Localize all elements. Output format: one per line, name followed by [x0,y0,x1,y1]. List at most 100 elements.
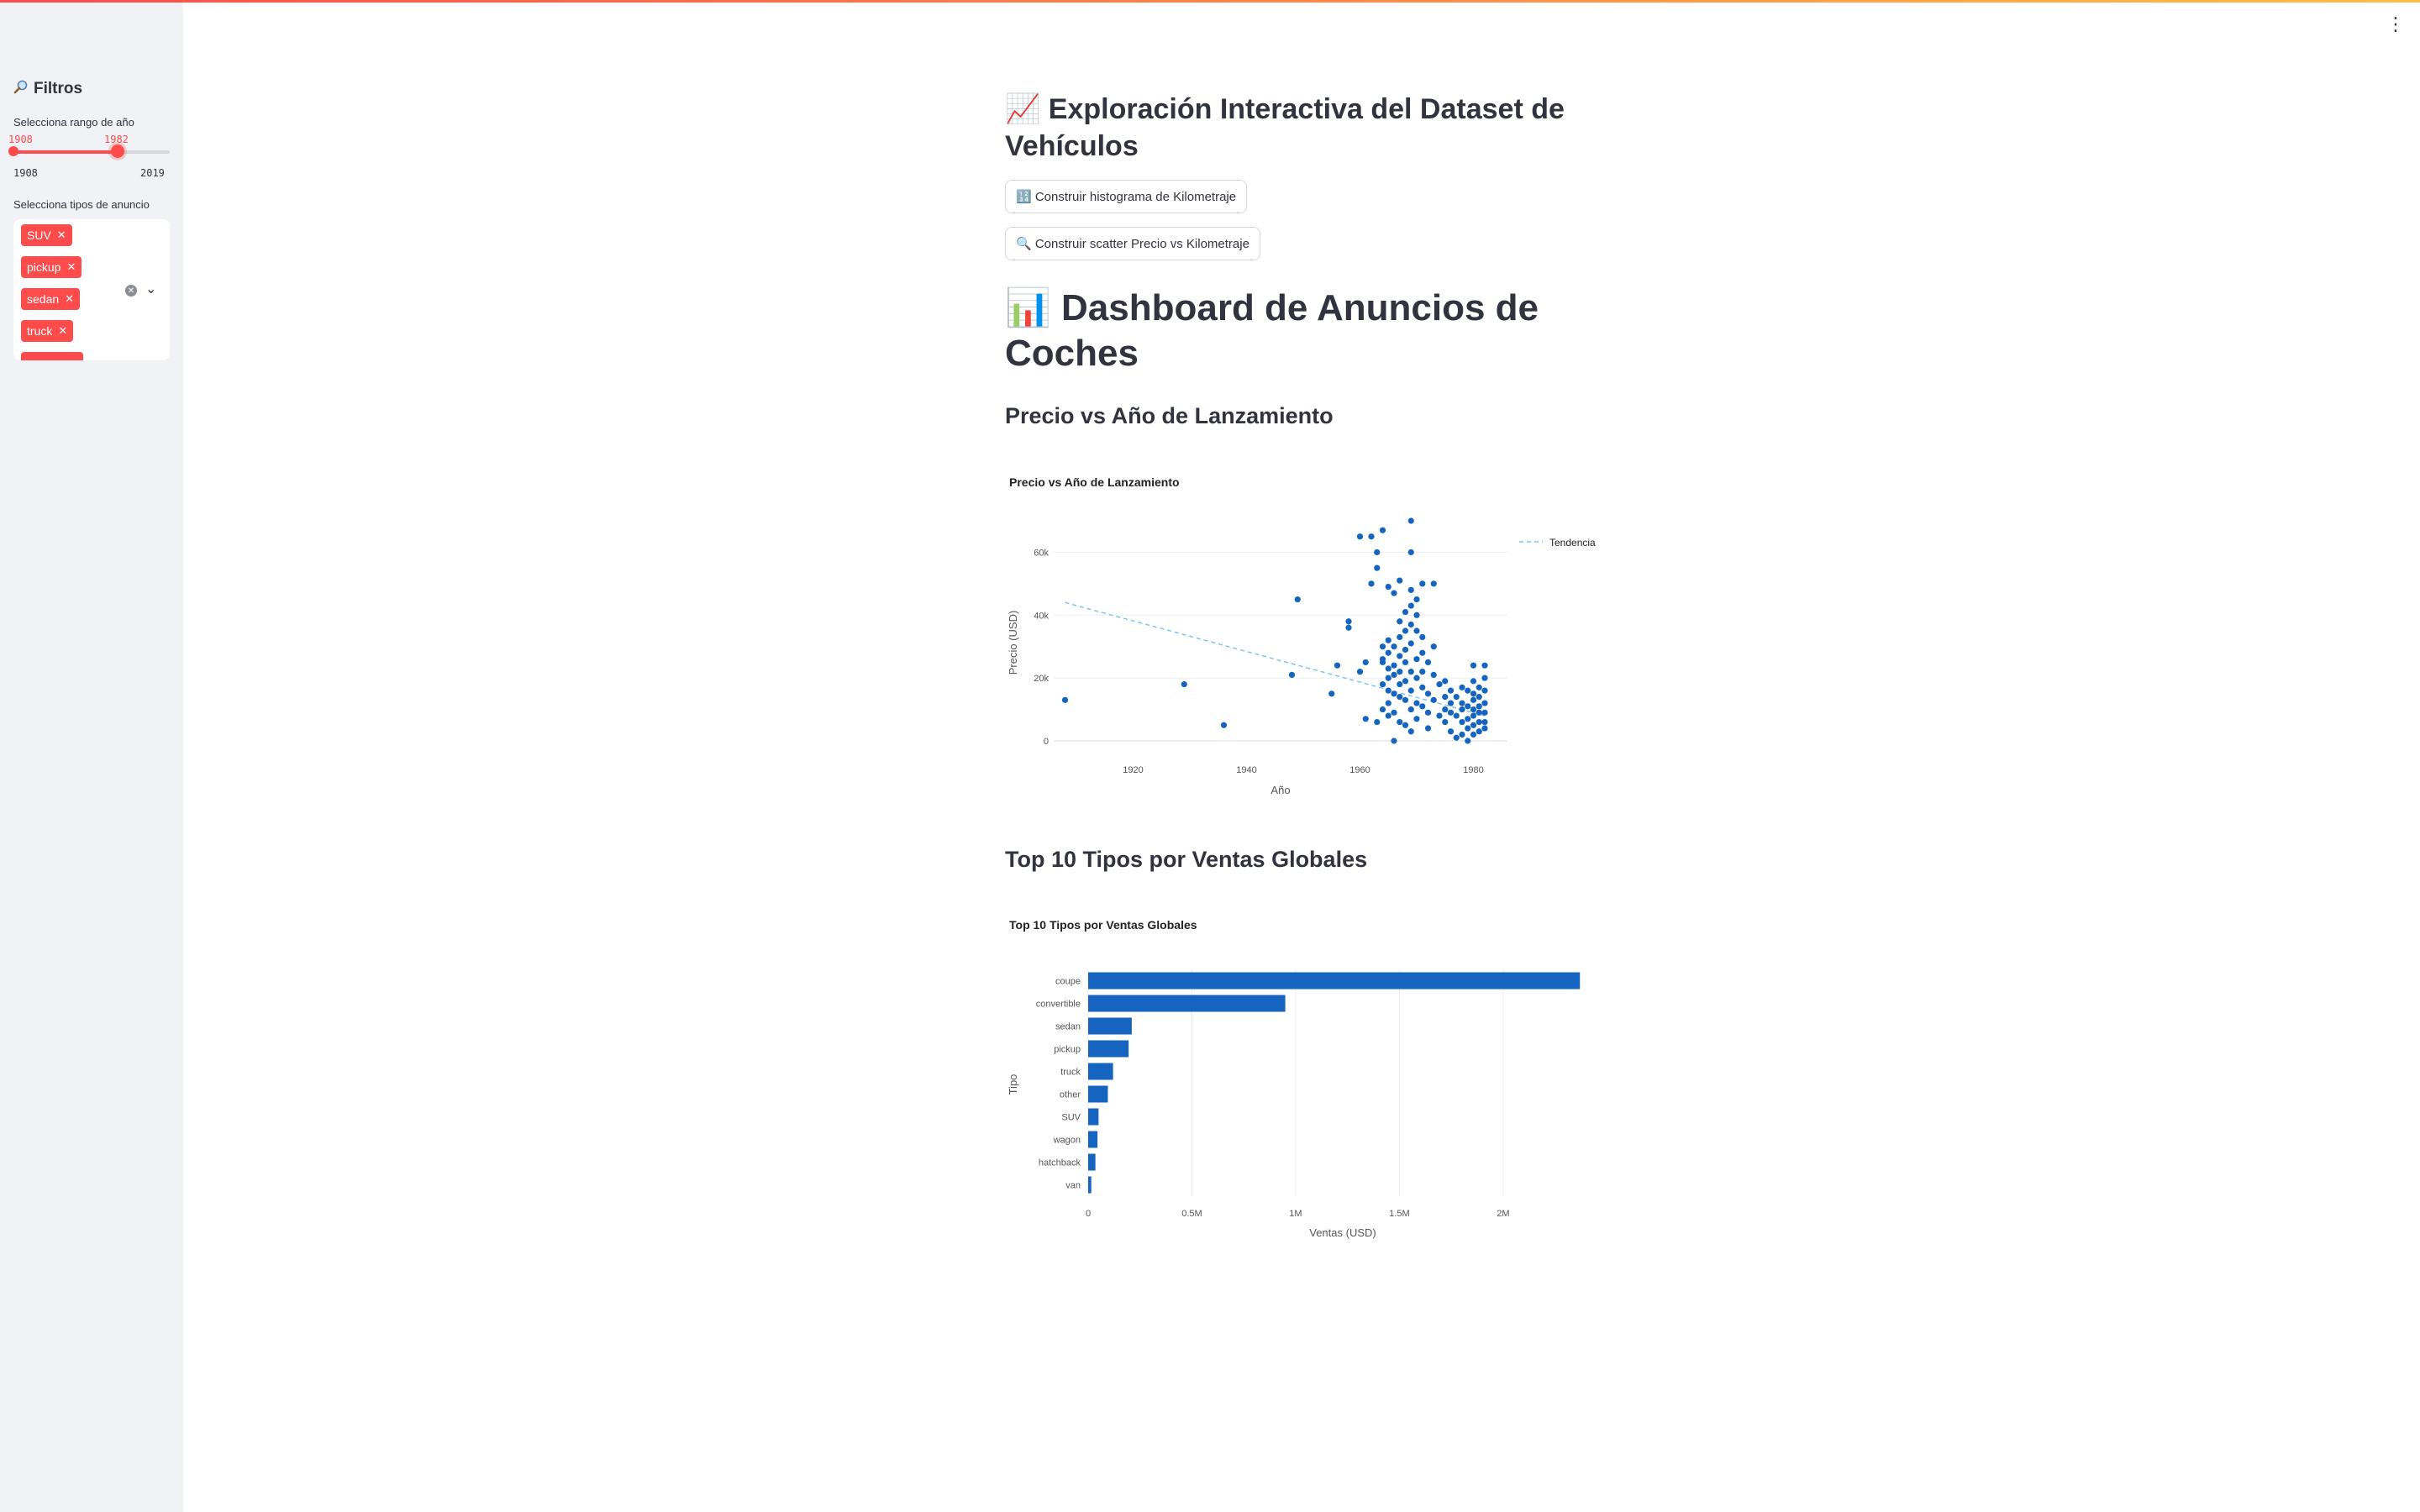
scatter-point[interactable] [1413,675,1420,681]
scatter-point[interactable] [1481,687,1488,694]
scatter-point[interactable] [1481,662,1488,669]
scatter-point[interactable] [1328,690,1335,697]
scatter-point[interactable] [1397,669,1403,675]
scatter-point[interactable] [1419,684,1426,690]
scatter-point[interactable] [1345,618,1352,625]
bar-truck[interactable] [1088,1063,1113,1080]
scatter-point[interactable] [1442,718,1449,726]
scatter-point[interactable] [1470,696,1477,703]
scatter-point[interactable] [1447,728,1455,735]
scatter-point[interactable] [1402,678,1409,685]
scatter-point[interactable] [1407,706,1414,713]
scatter-point[interactable] [1402,646,1409,654]
scatter-point[interactable] [1459,731,1465,738]
bar-pickup[interactable] [1088,1040,1129,1058]
tag-partial[interactable] [21,352,83,360]
scatter-point[interactable] [1459,718,1465,726]
scatter-point[interactable] [1442,694,1449,701]
scatter-point[interactable] [1465,738,1471,744]
bar-van[interactable] [1088,1176,1092,1194]
scatter-point[interactable] [1397,633,1403,641]
scatter-point[interactable] [1407,728,1414,735]
year-low-handle[interactable] [8,146,18,156]
scatter-point[interactable] [1368,533,1375,540]
scatter-point[interactable] [1407,640,1414,647]
scatter-point[interactable] [1476,703,1482,710]
scatter-point[interactable] [1368,580,1375,587]
scatter-point[interactable] [1407,669,1414,675]
scatter-point[interactable] [1424,709,1432,716]
scatter-point[interactable] [1453,694,1460,701]
scatter-point[interactable] [1436,681,1443,688]
scatter-point[interactable] [1481,675,1488,681]
scatter-point[interactable] [1397,577,1403,584]
scatter-point[interactable] [1385,675,1392,681]
scatter-point[interactable] [1470,690,1477,697]
scatter-point[interactable] [1397,653,1403,659]
scatter-point[interactable] [1459,706,1465,713]
scatter-point[interactable] [1419,633,1426,641]
clear-all-icon[interactable]: ✕ [125,285,137,297]
scatter-point[interactable] [1419,703,1426,710]
scatter-point[interactable] [1470,706,1477,713]
scatter-point[interactable] [1374,718,1381,726]
scatter-point[interactable] [1424,690,1432,697]
scatter-point[interactable] [1374,564,1381,571]
scatter-point[interactable] [1465,703,1471,710]
scatter-point[interactable] [1424,725,1432,732]
scatter-point[interactable] [1397,681,1403,688]
scatter-point[interactable] [1476,728,1482,735]
build-scatter-button[interactable]: 🔍 Construir scatter Precio vs Kilometraj… [1005,227,1260,260]
tag-truck[interactable]: truck ✕ [21,320,74,342]
scatter-point[interactable] [1407,602,1414,609]
scatter-point[interactable] [1402,659,1409,666]
scatter-point[interactable] [1442,678,1449,685]
scatter-point[interactable] [1419,649,1426,656]
scatter-point[interactable] [1465,716,1471,722]
scatter-point[interactable] [1391,690,1397,697]
scatter-point[interactable] [1362,659,1369,666]
scatter-point[interactable] [1362,716,1369,722]
year-range-slider[interactable] [13,150,170,154]
scatter-point[interactable] [1470,662,1477,669]
scatter-point[interactable] [1413,612,1420,618]
scatter-point[interactable] [1436,712,1443,719]
bar-chart[interactable]: Top 10 Tipos por Ventas Globales 0 0.5M 1M… [1005,906,1644,1258]
scatter-point[interactable] [1447,700,1455,706]
scatter-point[interactable] [1465,687,1471,694]
scatter-point[interactable] [1397,718,1403,726]
tag-suv[interactable]: SUV ✕ [21,224,72,246]
bar-hatchback[interactable] [1088,1153,1096,1171]
scatter-point[interactable] [1470,722,1477,728]
scatter-point[interactable] [1379,527,1386,533]
scatter-point[interactable] [1407,549,1414,556]
scatter-point[interactable] [1391,738,1397,744]
scatter-point[interactable] [1476,684,1482,690]
scatter-point[interactable] [1447,687,1455,694]
scatter-point[interactable] [1430,643,1437,650]
year-high-handle[interactable] [111,144,124,158]
scatter-point[interactable] [1061,696,1069,703]
scatter-point[interactable] [1407,586,1414,593]
remove-tag-icon[interactable]: ✕ [66,260,76,273]
scatter-point[interactable] [1402,722,1409,728]
scatter-point[interactable] [1413,656,1420,663]
scatter-point[interactable] [1459,700,1465,706]
scatter-point[interactable] [1334,662,1341,669]
scatter-point[interactable] [1379,643,1386,650]
scatter-point[interactable] [1397,618,1403,625]
scatter-point[interactable] [1294,596,1301,603]
scatter-point[interactable] [1413,716,1420,722]
scatter-point[interactable] [1442,706,1449,713]
scatter-point[interactable] [1402,696,1409,703]
tag-sedan[interactable]: sedan ✕ [21,288,81,310]
remove-tag-icon[interactable]: ✕ [65,292,75,305]
scatter-point[interactable] [1476,718,1482,726]
scatter-point[interactable] [1481,718,1488,726]
scatter-point[interactable] [1481,725,1488,732]
scatter-legend[interactable]: Tendencia [1519,537,1596,549]
scatter-point[interactable] [1453,734,1460,741]
scatter-point[interactable] [1413,700,1420,706]
remove-tag-icon[interactable]: ✕ [56,228,66,241]
scatter-point[interactable] [1481,709,1488,716]
